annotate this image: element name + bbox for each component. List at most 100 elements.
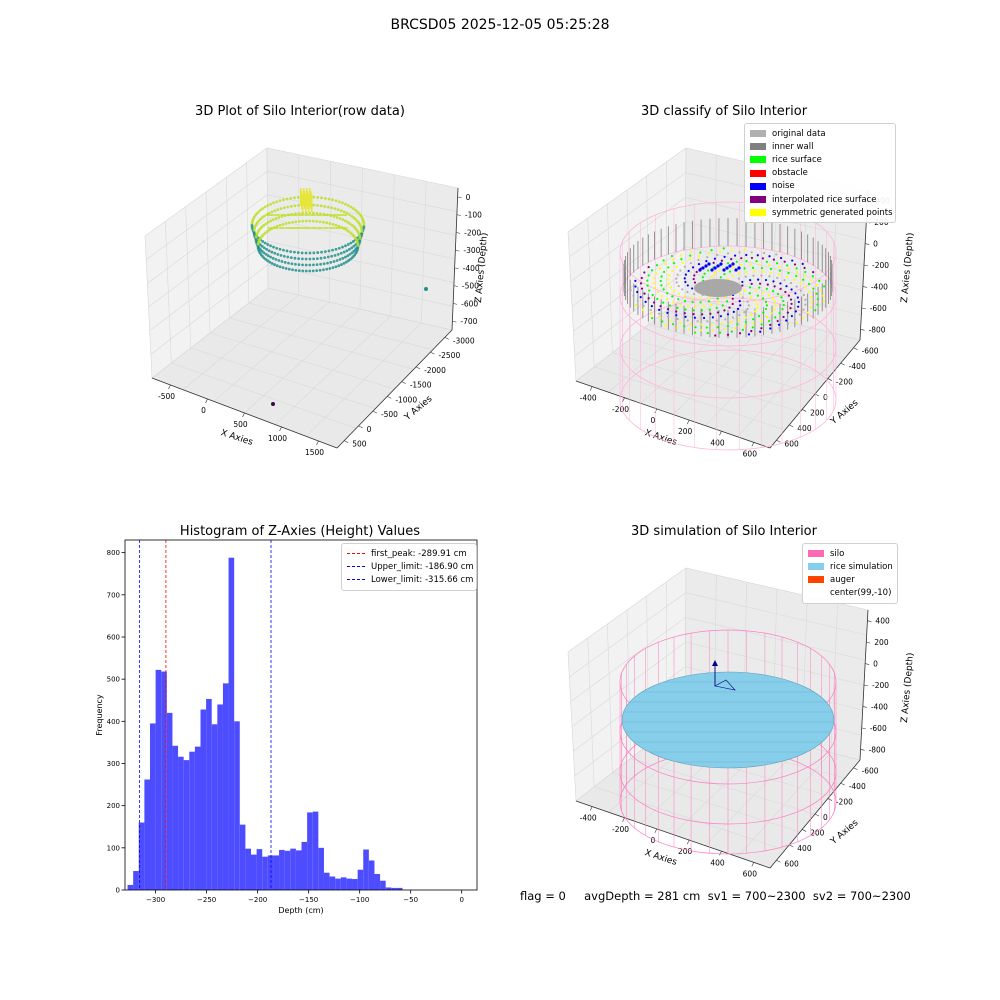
z-tick [863,684,869,687]
classified-point [716,297,719,300]
classified-point [694,326,697,329]
classified-point [765,260,768,263]
noise-point [710,268,714,272]
data-point [282,206,286,210]
y-axis-line [336,329,453,449]
data-point [346,204,350,207]
classified-point [668,304,672,307]
z-tick-label: 400 [875,617,890,626]
classified-point [799,289,803,292]
classified-point [729,321,733,324]
data-point [332,227,334,229]
y-tick-label: -3000 [453,336,475,345]
classified-point [741,328,744,331]
classified-point [731,265,735,268]
data-point [293,204,297,208]
x-tick-label: 200 [678,847,693,856]
classified-point [754,299,757,302]
histogram-bar [295,850,302,890]
y-tick [802,409,807,412]
data-point [273,214,275,216]
classified-point [725,300,729,303]
classified-point [706,256,709,259]
z-tick-label: -600 [870,304,887,313]
classified-point [687,269,690,273]
data-point [347,259,350,263]
classified-point [752,318,755,321]
auger-marker [714,679,736,691]
classified-point [655,264,659,267]
y-tick-label: -600 [862,347,879,356]
classified-point [743,248,746,251]
data-point [332,260,336,263]
legend-item-rice-simulation: rice simulation [808,560,893,573]
data-point [318,227,320,229]
data-point [293,196,296,200]
data-point [304,257,308,261]
data-point [264,231,267,235]
data-point [301,191,303,209]
data-point [311,194,313,212]
legend-swatch [808,563,824,571]
classified-point [758,282,762,285]
histogram-bar [127,884,134,890]
data-point [281,266,285,270]
classified-point [748,286,752,289]
classified-point [672,262,676,265]
legend-swatch [750,182,766,190]
classified-point [693,274,696,277]
classified-point [778,327,781,330]
classified-point [802,316,805,320]
data-point [313,214,315,216]
classified-point [629,288,632,292]
y-tick [789,844,794,848]
z-tick [860,328,865,331]
panel4-legend: silo rice simulation auger center(99,-10… [802,543,898,604]
x-tick [279,426,282,432]
classified-point [790,314,793,318]
classified-point [665,298,669,301]
classified-point [694,305,698,308]
data-point [294,262,297,266]
classified-point [715,319,718,322]
classified-point [696,320,699,323]
classified-point [726,278,730,281]
data-point [284,267,288,270]
y-tick-label: 100 [107,844,120,852]
data-point [308,211,312,215]
classified-point [750,313,753,316]
data-point [271,256,275,260]
data-point [270,250,274,254]
histogram-bar [211,724,218,890]
z-tick [453,303,458,305]
classified-point [737,277,740,280]
panel4-title: 3D simulation of Silo Interior [631,524,817,539]
y-tick-label: 800 [107,549,120,557]
classified-point [757,314,761,318]
data-point [323,196,327,200]
data-point [260,225,264,229]
classified-point [791,259,794,262]
classified-point [745,271,748,274]
classified-point [782,315,785,319]
classified-point [810,279,813,282]
data-point [277,259,281,262]
legend-label: inner wall [772,141,814,152]
classified-point [683,299,687,303]
x-tick [242,412,245,418]
classified-point [823,285,826,288]
x-tick-label: 1000 [268,434,287,443]
data-point [286,227,288,229]
classified-point [664,324,667,327]
outlier-point [424,287,428,291]
classified-point [702,316,706,320]
data-point [346,220,350,224]
data-point [344,219,347,223]
classified-point [797,300,800,304]
classified-point [747,304,750,307]
classified-point [751,266,755,269]
legend-swatch [750,196,766,204]
classified-point [686,319,689,322]
classified-point [795,285,798,288]
data-point [287,261,290,265]
